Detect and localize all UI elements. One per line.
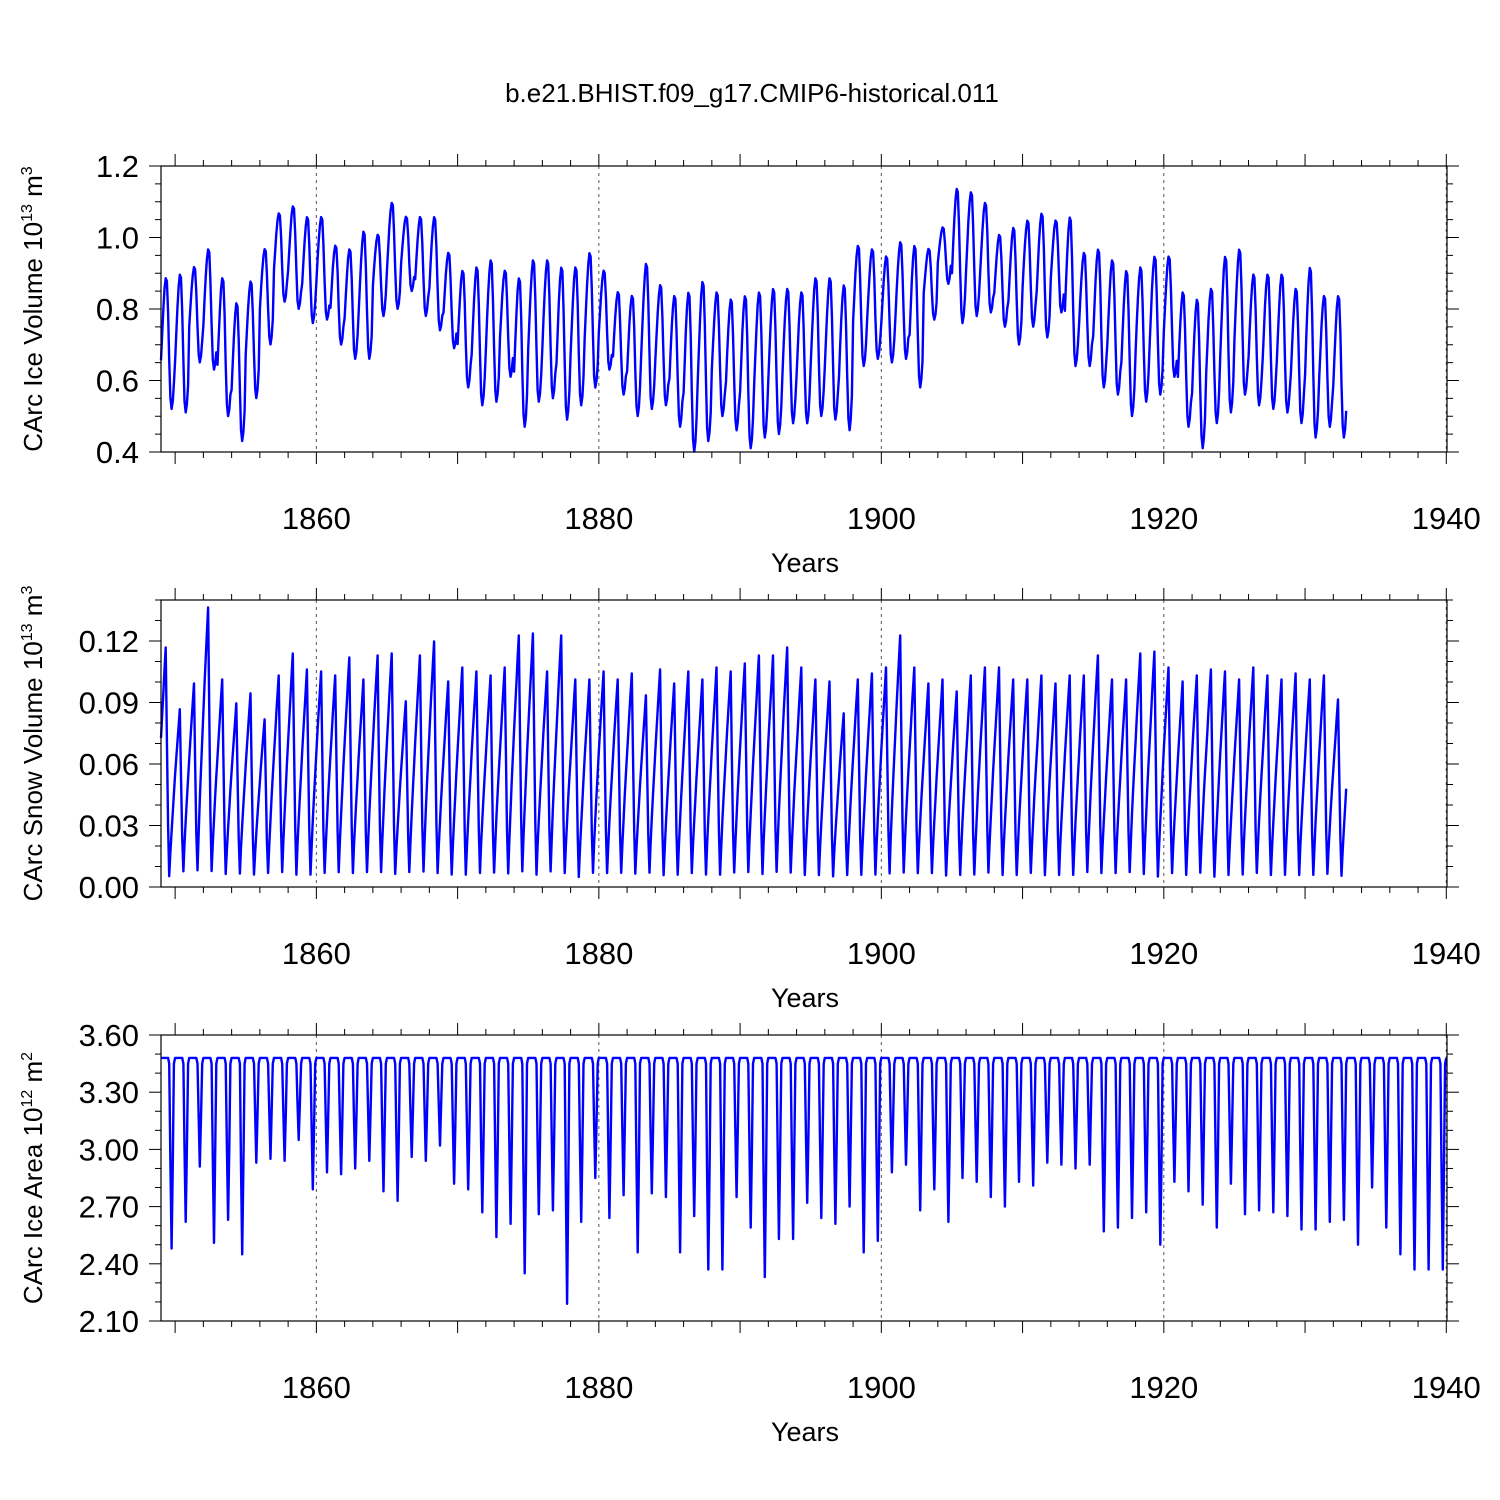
y-tick-label: 0.8 <box>96 292 139 327</box>
y-tick-label: 1.2 <box>96 149 139 184</box>
x-tick-label: 1920 <box>1129 501 1198 536</box>
figure-title: b.e21.BHIST.f09_g17.CMIP6-historical.011 <box>505 78 999 108</box>
y-axis-label: CArc Ice Area 1012 m2 <box>18 1052 48 1304</box>
x-axis-label: Years <box>771 548 839 578</box>
y-tick-label: 0.09 <box>79 686 139 721</box>
x-tick-label: 1860 <box>282 1370 351 1405</box>
x-tick-label: 1860 <box>282 936 351 971</box>
x-tick-label: 1920 <box>1129 936 1198 971</box>
x-tick-label: 1940 <box>1412 936 1481 971</box>
x-tick-label: 1880 <box>564 1370 633 1405</box>
snow-volume-panel: 1860 1880 1900 1920 1940 Years 0.00 0.03 0.06 0.0… <box>18 586 1481 1013</box>
y-tick-label: 0.03 <box>79 809 139 844</box>
y-axis-label: CArc Ice Volume 1013 m3 <box>18 166 48 451</box>
y-tick-label: 3.00 <box>79 1132 139 1167</box>
y-tick-label: 3.60 <box>79 1018 139 1053</box>
series-line <box>159 606 1348 879</box>
y-axis-label: CArc Snow Volume 1013 m3 <box>18 586 48 902</box>
y-tick-label: 2.70 <box>79 1190 139 1225</box>
x-tick-label: 1900 <box>847 936 916 971</box>
ice-area-panel: 1860 1880 1900 1920 1940 Years 2.10 2.40 2.70 3.0… <box>18 1018 1481 1447</box>
x-axis-label: Years <box>771 1417 839 1447</box>
y-tick-label: 2.40 <box>79 1247 139 1282</box>
x-tick-label: 1880 <box>564 936 633 971</box>
x-tick-label: 1880 <box>564 501 633 536</box>
y-tick-label: 0.06 <box>79 747 139 782</box>
x-tick-label: 1900 <box>847 501 916 536</box>
x-axis-label: Years <box>771 983 839 1013</box>
y-tick-label: 0.00 <box>79 870 139 905</box>
y-tick-label: 0.4 <box>96 435 139 470</box>
y-tick-label: 0.12 <box>79 624 139 659</box>
x-tick-label: 1860 <box>282 501 351 536</box>
y-tick-label: 1.0 <box>96 221 139 256</box>
x-tick-label: 1940 <box>1412 501 1481 536</box>
plot-frame <box>160 1034 1448 1322</box>
y-tick-label: 2.10 <box>79 1304 139 1339</box>
x-tick-label: 1940 <box>1412 1370 1481 1405</box>
y-tick-label: 0.6 <box>96 364 139 399</box>
x-tick-label: 1900 <box>847 1370 916 1405</box>
y-tick-label: 3.30 <box>79 1075 139 1110</box>
series-line <box>161 1056 1448 1305</box>
series-line <box>159 187 1348 453</box>
ice-volume-panel: 1860 1880 1900 1920 1940 Years 0.4 0.6 0.8 1.0 1.2… <box>18 149 1481 578</box>
x-tick-label: 1920 <box>1129 1370 1198 1405</box>
